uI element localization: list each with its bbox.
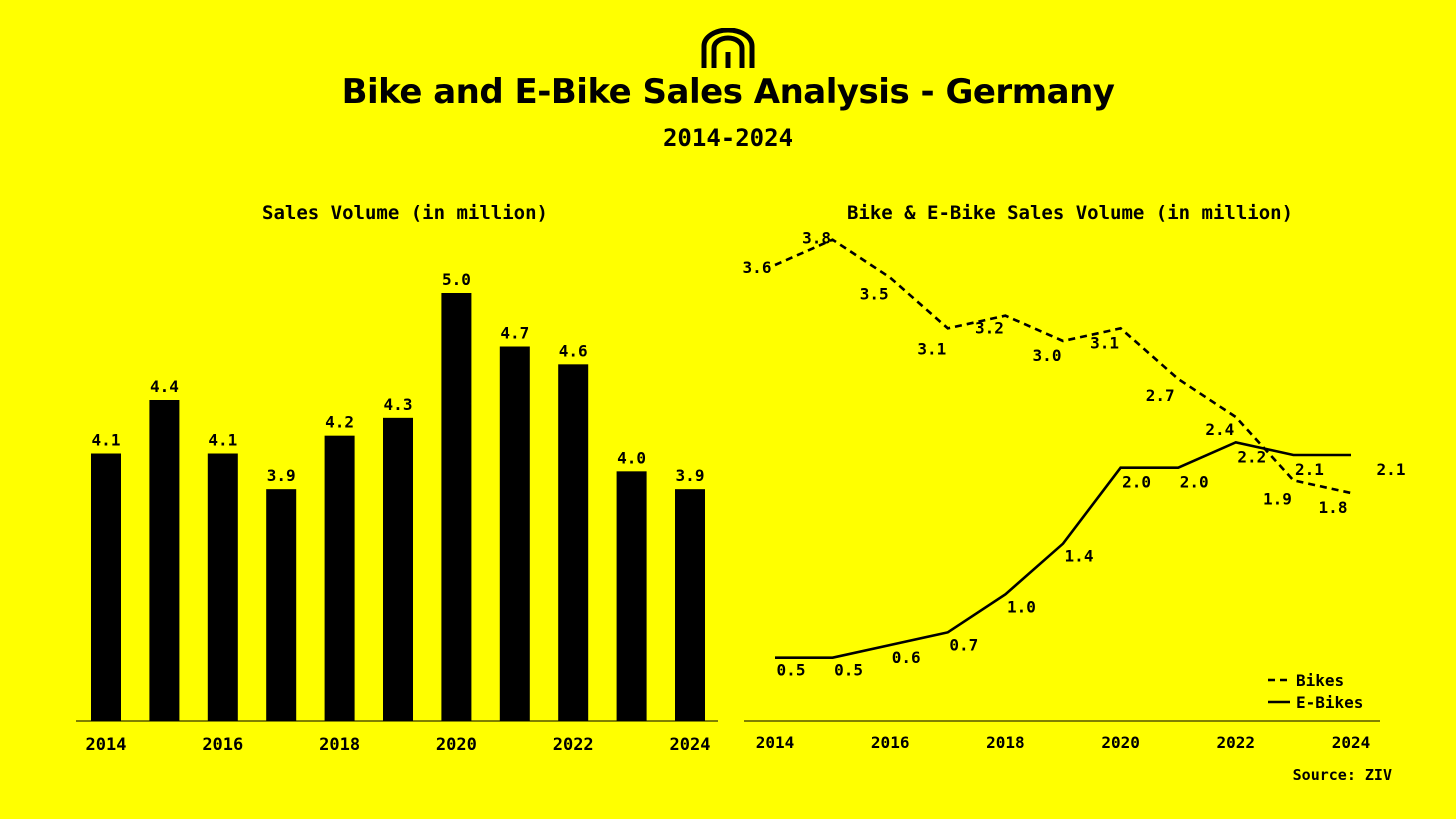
bar-2022	[558, 364, 589, 721]
bikes-value-label: 2.4	[1205, 420, 1234, 439]
bikes-value-label: 3.0	[1033, 346, 1062, 365]
bikes-value-label: 3.6	[743, 258, 772, 277]
m-arches-logo-icon	[701, 28, 755, 68]
bikes-value-label: 3.1	[1090, 333, 1119, 352]
line-x-tick-label: 2016	[871, 733, 910, 752]
bikes-value-label: 1.9	[1263, 489, 1292, 508]
bar-2018	[324, 435, 355, 721]
bar-x-tick-label: 2024	[670, 735, 711, 755]
line-chart-title: Bike & E-Bike Sales Volume (in million)	[846, 202, 1294, 224]
page-title: Bike and E-Bike Sales Analysis - Germany	[341, 72, 1115, 112]
legend-e-bikes-label: E-Bikes	[1296, 693, 1363, 712]
bikes-value-label: 2.7	[1146, 386, 1175, 405]
e-bikes-value-label: 0.7	[949, 635, 978, 654]
bar-value-label: 4.1	[92, 431, 121, 450]
bar-value-label: 4.2	[325, 413, 354, 432]
bar-x-tick-label: 2018	[319, 735, 360, 755]
bar-2015	[149, 400, 180, 721]
e-bikes-value-label: 0.5	[777, 661, 806, 680]
bar-chart-title: Sales Volume (in million)	[262, 202, 548, 224]
bar-value-label: 4.3	[384, 395, 413, 414]
bikes-value-label: 3.5	[860, 285, 889, 304]
e-bikes-value-label: 1.0	[1007, 597, 1036, 616]
line-x-tick-label: 2014	[756, 733, 795, 752]
bar-x-tick-label: 2022	[553, 735, 594, 755]
bar-value-label: 4.7	[500, 324, 529, 343]
bar-value-label: 4.0	[617, 448, 646, 467]
source-note: Source: ZIV	[1292, 766, 1392, 784]
line-x-tick-label: 2022	[1217, 733, 1256, 752]
e-bikes-value-label: 1.4	[1065, 547, 1094, 566]
bar-2019	[383, 417, 413, 721]
bar-value-label: 4.4	[150, 377, 179, 396]
page-subtitle: 2014-2024	[662, 124, 794, 152]
bar-value-label: 4.6	[559, 341, 588, 360]
bar-value-label: 3.9	[267, 466, 296, 485]
bikes-value-label: 3.2	[975, 319, 1004, 338]
bar-x-tick-label: 2016	[202, 735, 243, 755]
legend-bikes-label: Bikes	[1296, 671, 1344, 690]
e-bikes-value-label: 2.0	[1122, 473, 1151, 492]
bar-2023	[616, 471, 647, 721]
bar-x-tick-label: 2020	[436, 735, 477, 755]
bar-2024	[675, 489, 705, 721]
bar-2020	[441, 293, 472, 721]
line-x-tick-label: 2018	[986, 733, 1025, 752]
bar-2021	[499, 346, 530, 721]
e-bikes-value-label: 2.0	[1180, 473, 1209, 492]
bikes-value-label: 1.8	[1319, 498, 1348, 517]
line-x-tick-label: 2020	[1101, 733, 1140, 752]
bikes-value-label: 3.8	[802, 229, 831, 248]
bar-value-label: 5.0	[442, 270, 471, 289]
bar-x-tick-label: 2014	[86, 735, 127, 755]
bikes-value-label: 3.1	[917, 339, 946, 358]
bar-value-label: 3.9	[676, 466, 705, 485]
bar-2014	[91, 453, 121, 721]
e-bikes-value-label: 2.1	[1295, 460, 1324, 479]
e-bikes-value-label: 2.1	[1377, 460, 1406, 479]
e-bikes-value-label: 0.5	[834, 661, 863, 680]
bar-2017	[266, 489, 297, 721]
bar-value-label: 4.1	[208, 431, 237, 450]
bar-2016	[207, 453, 238, 721]
e-bikes-value-label: 0.6	[892, 648, 921, 667]
e-bikes-series-line	[775, 440, 1351, 659]
bikes-series-line	[774, 238, 1352, 495]
line-x-tick-label: 2024	[1332, 733, 1371, 752]
e-bikes-value-label: 2.2	[1237, 447, 1266, 466]
